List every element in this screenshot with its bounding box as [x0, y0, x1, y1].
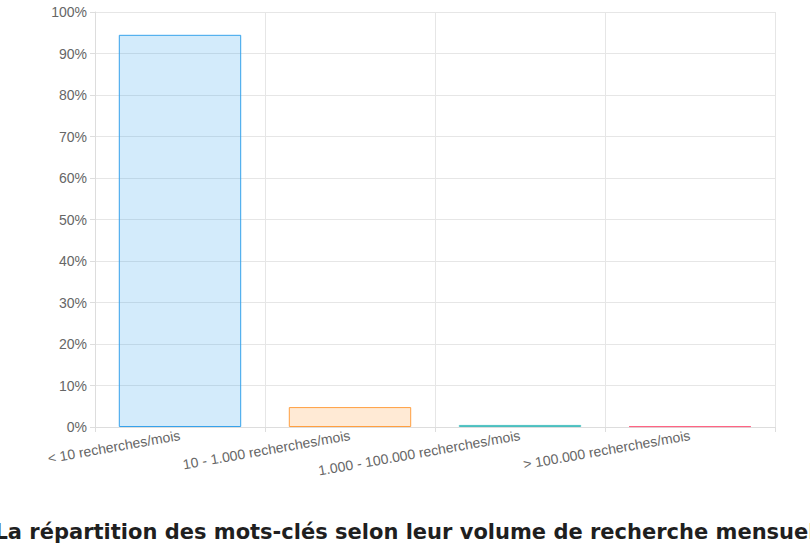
svg-text:1.000 - 100.000 recherches/moi: 1.000 - 100.000 recherches/mois	[317, 427, 521, 478]
svg-text:30%: 30%	[59, 295, 87, 311]
svg-text:80%: 80%	[59, 87, 87, 103]
svg-text:> 100.000 recherches/mois: > 100.000 recherches/mois	[522, 427, 691, 472]
svg-text:90%: 90%	[59, 46, 87, 62]
svg-text:60%: 60%	[59, 170, 87, 186]
svg-text:50%: 50%	[59, 212, 87, 228]
svg-text:10%: 10%	[59, 378, 87, 394]
svg-text:10 - 1.000 recherches/mois: 10 - 1.000 recherches/mois	[181, 427, 352, 473]
svg-text:70%: 70%	[59, 129, 87, 145]
svg-text:< 10 recherches/mois: < 10 recherches/mois	[46, 427, 181, 466]
svg-text:40%: 40%	[59, 253, 87, 269]
svg-text:0%: 0%	[67, 419, 87, 435]
svg-text:100%: 100%	[51, 4, 87, 20]
svg-text:20%: 20%	[59, 336, 87, 352]
svg-text:La répartition des mots-clés s: La répartition des mots-clés selon leur …	[0, 520, 810, 544]
